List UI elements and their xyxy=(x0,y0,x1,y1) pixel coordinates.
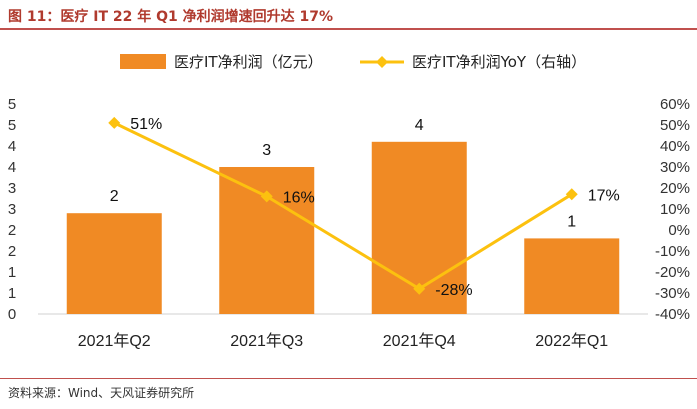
x-tick-label: 2021年Q2 xyxy=(78,332,151,350)
bar-value-label: 4 xyxy=(415,117,424,134)
legend-swatch-bar xyxy=(120,54,166,69)
yoy-marker xyxy=(413,282,426,295)
source-note: 资料来源：Wind、天风证券研究所 xyxy=(8,386,195,400)
legend-label-line: 医疗IT净利润YoY（右轴） xyxy=(412,53,586,71)
y-right-tick-label: -30% xyxy=(655,285,690,302)
y-left-tick-label: 5 xyxy=(8,96,16,113)
yoy-marker xyxy=(260,190,273,203)
bar xyxy=(524,238,620,314)
yoy-value-label: 16% xyxy=(283,189,315,206)
y-left-tick-label: 2 xyxy=(8,243,16,260)
y-left-tick-label: 2 xyxy=(8,222,16,239)
y-right-tick-label: 40% xyxy=(660,138,690,155)
yoy-marker xyxy=(108,116,121,129)
yoy-value-label: 17% xyxy=(588,187,620,204)
y-left-tick-label: 3 xyxy=(8,201,16,218)
y-right-tick-label: 60% xyxy=(660,96,690,113)
y-right-tick-label: 30% xyxy=(660,159,690,176)
y-left-tick-label: 1 xyxy=(8,264,16,281)
y-right-tick-label: -40% xyxy=(655,306,690,323)
x-tick-label: 2021年Q4 xyxy=(383,332,456,350)
yoy-marker xyxy=(565,188,578,201)
x-tick-label: 2022年Q1 xyxy=(535,332,608,350)
y-left-tick-label: 1 xyxy=(8,285,16,302)
y-left-tick-label: 0 xyxy=(8,306,16,323)
y-left-tick-label: 5 xyxy=(8,117,16,134)
bar xyxy=(66,213,162,314)
yoy-line xyxy=(113,121,573,291)
y-right-tick-label: 10% xyxy=(660,201,690,218)
y-right-tick-label: 20% xyxy=(660,180,690,197)
figure-title: 图 11：医疗 IT 22 年 Q1 净利润增速回升达 17% xyxy=(8,9,333,25)
legend-marker-line xyxy=(376,56,388,68)
y-right-tick-label: 0% xyxy=(668,222,690,239)
y-right-tick-label: 50% xyxy=(660,117,690,134)
yoy-value-label: -28% xyxy=(435,282,472,299)
bar-value-label: 3 xyxy=(262,142,271,159)
bar-value-label: 1 xyxy=(567,213,576,230)
x-tick-label: 2021年Q3 xyxy=(230,332,303,350)
legend-label-bar: 医疗IT净利润（亿元） xyxy=(174,53,323,71)
bottom-rule xyxy=(0,378,697,379)
y-right-tick-label: -20% xyxy=(655,264,690,281)
title-bar: 图 11：医疗 IT 22 年 Q1 净利润增速回升达 17% xyxy=(0,0,697,30)
y-left-tick-label: 3 xyxy=(8,180,16,197)
bar-value-label: 2 xyxy=(110,188,119,205)
y-left-tick-label: 4 xyxy=(8,159,16,176)
y-right-tick-label: -10% xyxy=(655,243,690,260)
y-left-tick-label: 4 xyxy=(8,138,16,155)
yoy-value-label: 51% xyxy=(130,116,162,133)
